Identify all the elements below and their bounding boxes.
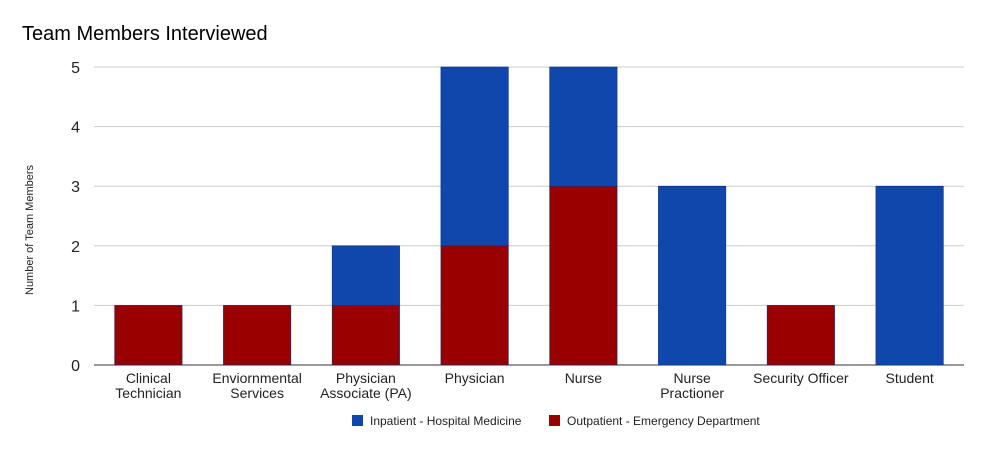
x-tick-label: Enviornmental [212, 370, 302, 386]
legend: Inpatient - Hospital Medicine Outpatient … [352, 414, 760, 428]
x-tick-label: Associate (PA) [320, 385, 412, 401]
y-tick-label: 0 [71, 358, 80, 375]
x-tick-label: Practioner [660, 385, 724, 401]
x-tick-label: Student [885, 370, 933, 386]
x-tick-label: Clinical [126, 370, 171, 386]
x-tick-label: Technician [115, 385, 181, 401]
legend-swatch [549, 415, 560, 426]
x-tick-label: Physician [336, 370, 396, 386]
bar-segment [875, 185, 944, 366]
bar-segment [549, 66, 618, 187]
x-tick-label: Security Officer [753, 370, 849, 386]
bar-segment [440, 66, 509, 247]
bar-segment [549, 185, 618, 366]
bar-segment [114, 305, 183, 366]
legend-label: Outpatient - Emergency Department [567, 414, 760, 428]
chart-title: Team Members Interviewed [22, 23, 268, 45]
y-tick-label: 5 [71, 60, 80, 77]
bar-segment [766, 305, 835, 366]
bar-segment [331, 305, 400, 366]
bar-segment [331, 245, 400, 306]
bar-segment [223, 305, 292, 366]
y-tick-label: 4 [71, 120, 80, 137]
y-tick-label: 2 [71, 239, 80, 256]
y-tick-label: 1 [71, 298, 80, 315]
x-tick-label: Physician [445, 370, 505, 386]
y-axis-label: Number of Team Members [24, 165, 36, 296]
x-tick-label: Services [230, 385, 284, 401]
x-tick-label: Nurse [673, 370, 711, 386]
y-tick-labels: 0 1 2 3 4 5 [71, 60, 80, 375]
legend-swatch [352, 415, 363, 426]
x-tick-label: Nurse [565, 370, 603, 386]
bar-segment [440, 245, 509, 366]
bars [114, 66, 944, 366]
legend-label: Inpatient - Hospital Medicine [370, 414, 522, 428]
y-tick-label: 3 [71, 179, 80, 196]
bar-segment [658, 185, 727, 366]
